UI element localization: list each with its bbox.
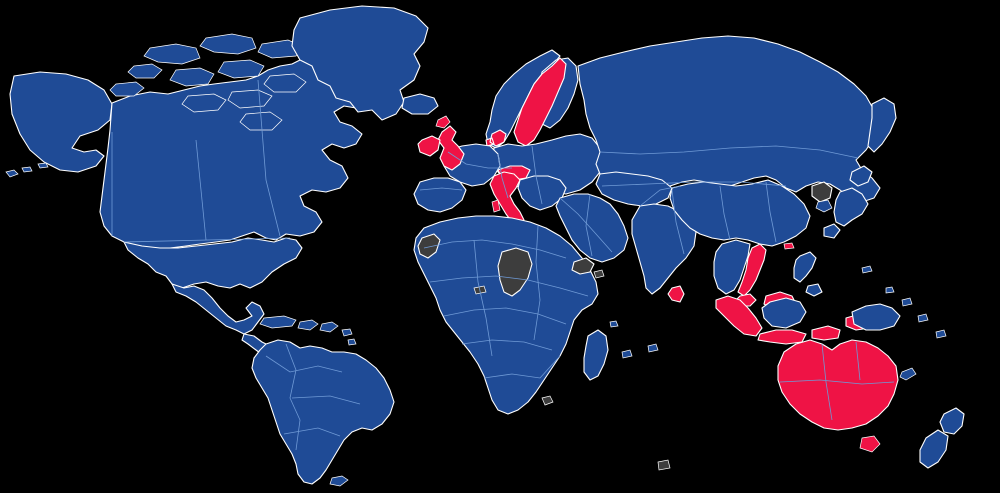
country-ireland — [418, 136, 440, 156]
country-south-america-mainland — [252, 340, 394, 484]
country-united-kingdom — [438, 126, 464, 170]
region-arabia-levant — [556, 194, 628, 262]
region-north-asia — [578, 36, 896, 206]
country-hong-kong — [784, 243, 794, 249]
country-china — [670, 180, 810, 246]
region-caribbean — [260, 316, 356, 345]
country-north-korea — [812, 182, 832, 202]
country-sri-lanka — [668, 286, 684, 302]
country-south-korea — [816, 200, 832, 212]
island-falklands — [330, 476, 348, 486]
country-australia — [778, 340, 898, 430]
country-vietnam — [738, 244, 766, 296]
country-western-sahara — [418, 234, 440, 258]
island-new-caledonia — [900, 368, 916, 380]
island-madagascar — [584, 330, 608, 380]
region-central-asia — [596, 172, 672, 206]
country-denmark — [486, 130, 506, 146]
country-united-states-alaska — [10, 72, 112, 172]
country-sweden — [514, 58, 566, 146]
country-japan — [824, 166, 872, 238]
country-russia-kamchatka — [868, 98, 896, 152]
region-oceania — [610, 266, 964, 470]
island-borneo — [762, 298, 806, 328]
country-lesotho — [542, 396, 553, 405]
country-eritrea — [572, 258, 594, 274]
country-united-states-aleutians — [6, 163, 48, 177]
country-united-states — [124, 238, 302, 288]
region-north-america — [6, 6, 438, 358]
country-italy — [490, 172, 524, 226]
country-philippines — [794, 252, 822, 296]
island-uk-northern — [436, 116, 450, 128]
indian-ocean-islets — [610, 321, 670, 470]
island-new-guinea — [852, 304, 900, 330]
island-tasmania — [860, 436, 880, 452]
country-greenland — [292, 6, 428, 120]
country-iceland — [402, 94, 438, 114]
country-djibouti — [594, 270, 604, 278]
island-sardinia — [492, 200, 500, 212]
region-iberia — [414, 178, 466, 212]
country-mexico — [172, 284, 264, 334]
region-south-america — [252, 340, 394, 486]
internal-borders — [112, 80, 894, 450]
country-chad — [498, 248, 532, 296]
region-balkans — [518, 176, 566, 210]
region-europe — [414, 50, 604, 234]
region-middle-east — [556, 194, 628, 278]
region-asia-south-east — [632, 166, 900, 344]
region-indochina — [714, 240, 750, 294]
country-new-zealand — [920, 408, 964, 468]
pacific-islets — [862, 266, 946, 338]
